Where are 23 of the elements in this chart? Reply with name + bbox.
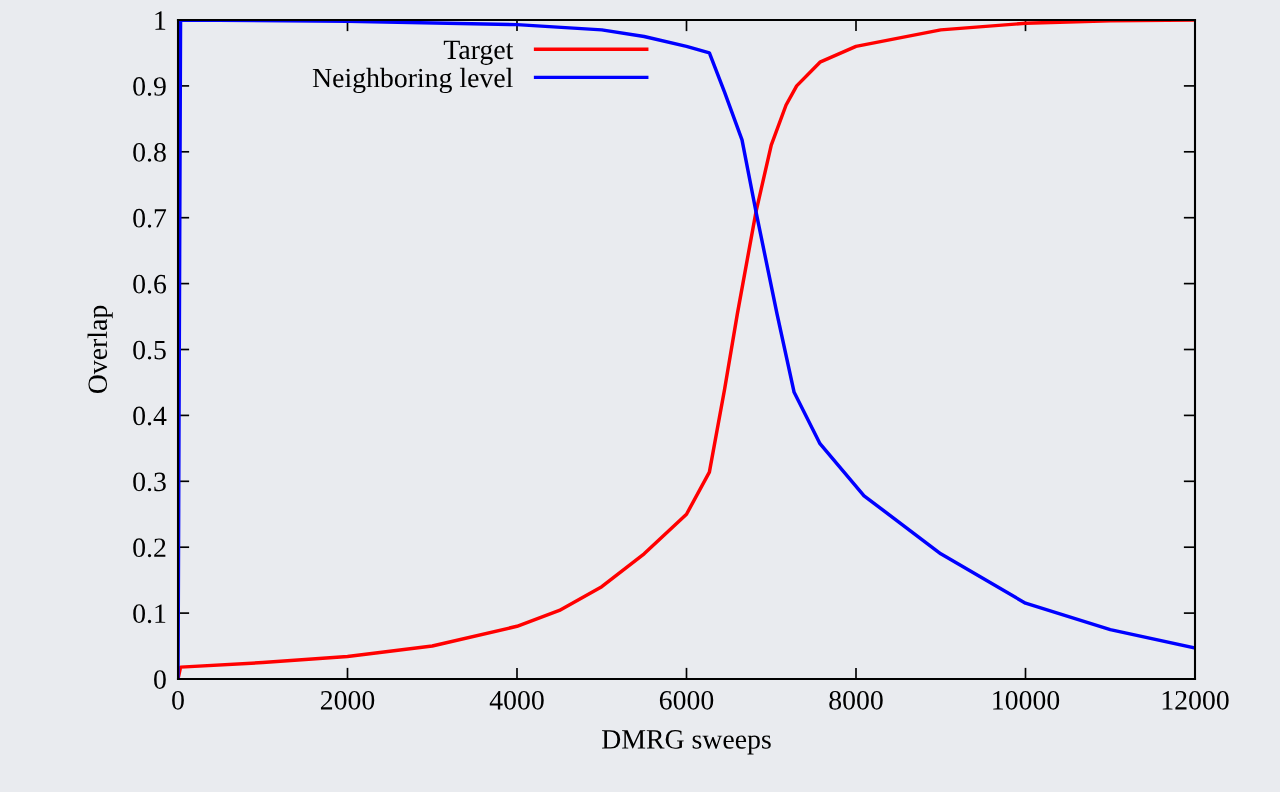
x-tick-label: 4000 (489, 690, 544, 710)
x-tick-label: 8000 (829, 690, 883, 710)
y-tick-label: 0.4 (133, 406, 167, 426)
y-tick-label: 0.8 (133, 142, 166, 162)
line-series (178, 20, 1195, 679)
x-tick-label: 12000 (1162, 690, 1229, 710)
y-tick-label: 0.5 (133, 340, 166, 360)
y-tick-label: 0.2 (133, 538, 166, 558)
y-tick-label: 0.3 (133, 472, 166, 492)
x-tick-label: 2000 (320, 690, 375, 710)
y-axis-title: Overlap (87, 305, 113, 394)
y-tick-label: 0.6 (133, 274, 167, 294)
x-tick-label: 0 (172, 690, 184, 710)
y-tick-label: 1 (155, 11, 166, 30)
x-tick-label: 6000 (659, 690, 714, 710)
legend-label: Target (443, 40, 514, 65)
y-tick-label: 0.1 (133, 604, 166, 624)
x-axis-title: DMRG sweeps (602, 730, 771, 755)
x-tick-label: 10000 (993, 690, 1060, 710)
legend-label: Neighboring level (312, 67, 513, 94)
y-tick-label: 0.9 (133, 77, 166, 96)
y-tick-label: 0.7 (133, 208, 167, 228)
y-tick-label: 0 (154, 670, 166, 689)
